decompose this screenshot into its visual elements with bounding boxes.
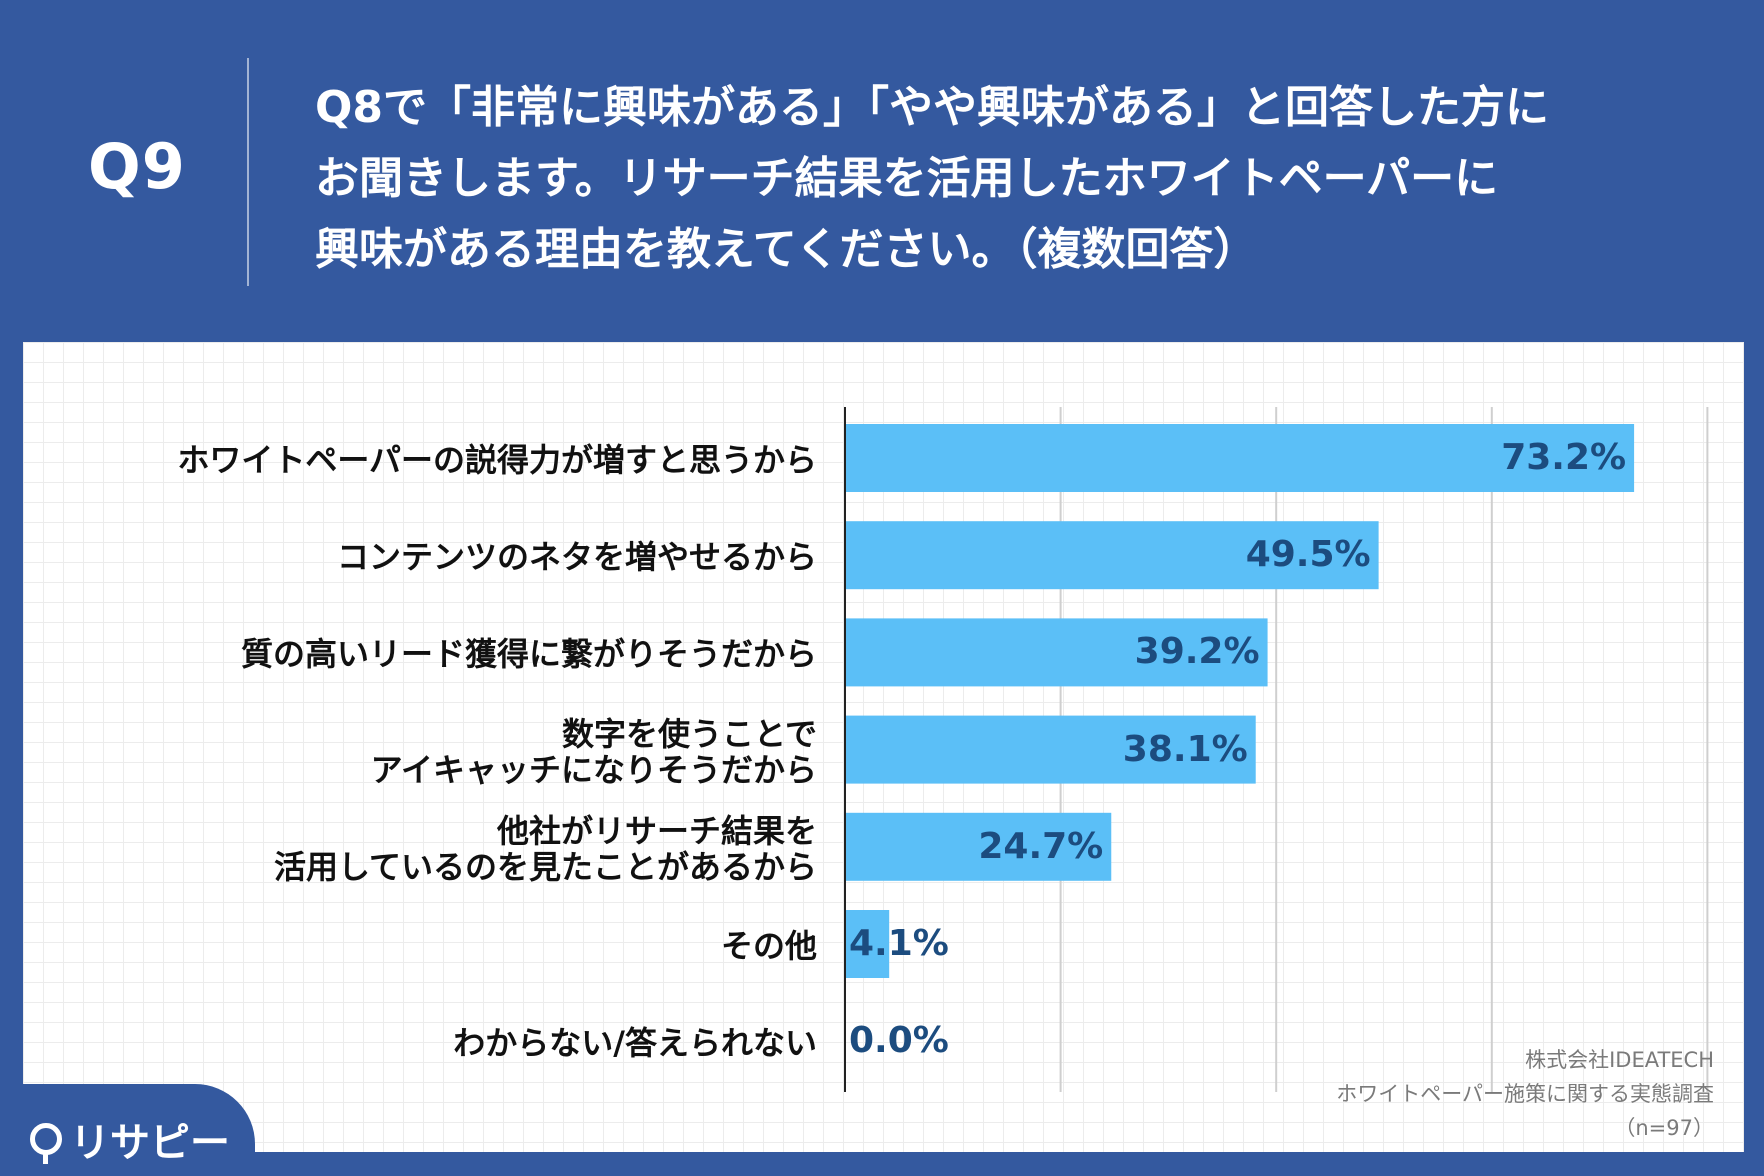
credit-company: 株式会社IDEATECH	[1525, 1048, 1714, 1072]
category-label: わからない/答えられない	[453, 1024, 817, 1063]
question-line: お聞きします。リサーチ結果を活用したホワイトペーパーに	[315, 153, 1499, 204]
value-label: 4.1%	[849, 923, 949, 964]
bar	[845, 424, 1635, 492]
value-label: 24.7%	[978, 825, 1104, 867]
bar	[845, 618, 1268, 687]
question-line: 興味がある理由を教えてください。（複数回答）	[315, 224, 1258, 275]
question-header: Q9 Q8で「非常に興味がある」「やや興味がある」と回答した方に お聞きします。…	[0, 0, 1764, 340]
value-label: 0.0%	[849, 1020, 949, 1062]
value-label: 73.2%	[1501, 437, 1627, 478]
value-label: 38.1%	[1122, 728, 1248, 770]
location-pin-icon	[30, 1123, 62, 1164]
footer-strip	[0, 1152, 1764, 1176]
question-line: Q8で「非常に興味がある」「やや興味がある」と回答した方に	[315, 82, 1550, 133]
category-label: ホワイトペーパーの説得力が増すと思うから	[177, 441, 817, 479]
bar	[845, 715, 1256, 784]
value-label: 39.2%	[1134, 631, 1260, 673]
category-label: 質の高いリード獲得に繋がりそうだから	[240, 635, 817, 674]
logo-text: リサピー	[70, 1120, 230, 1166]
category-label: コンテンツのネタを増やせるから	[336, 538, 817, 577]
question-text: Q8で「非常に興味がある」「やや興味がある」と回答した方に お聞きします。リサー…	[315, 72, 1715, 285]
bar	[845, 910, 890, 978]
question-number: Q9	[88, 130, 186, 203]
bar-chart	[844, 407, 1709, 1092]
category-label: その他	[720, 927, 817, 965]
credit-survey: ホワイトペーパー施策に関する実態調査	[1336, 1082, 1714, 1106]
category-labels: ホワイトペーパーの説得力が増すと思うからコンテンツのネタを増やせるから質の高いリ…	[23, 342, 817, 1152]
header-divider	[247, 58, 249, 286]
chart-panel: ホワイトペーパーの説得力が増すと思うからコンテンツのネタを増やせるから質の高いリ…	[23, 342, 1744, 1152]
value-label: 49.5%	[1245, 534, 1371, 576]
brand-logo: リサピー	[30, 1110, 230, 1168]
category-label: 数字を使うことで アイキャッチになりそうだから	[370, 714, 817, 789]
bar	[845, 521, 1379, 590]
bar	[845, 812, 1112, 881]
category-label: 他社がリサーチ結果を 活用しているのを見たことがあるから	[273, 811, 817, 886]
credit-sample: （n=97）	[1614, 1116, 1714, 1140]
